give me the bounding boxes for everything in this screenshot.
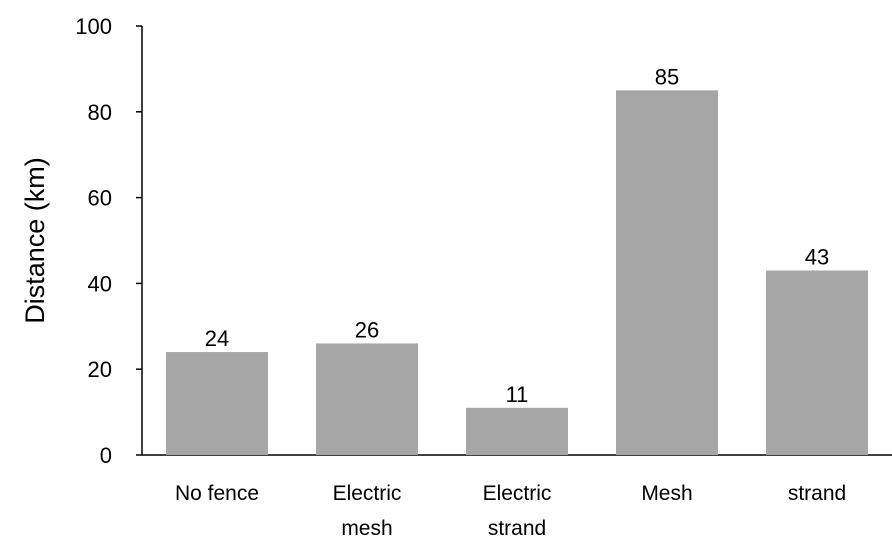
x-category-label: Electric [483, 482, 552, 505]
y-tick-label: 0 [100, 443, 112, 468]
data-label: 85 [655, 64, 679, 89]
chart-labels: 24 No fence 26 Electric mesh 11 Electric strand… [175, 64, 846, 540]
y-axis-title: Distance (km) [20, 157, 50, 324]
bar [466, 407, 568, 455]
data-label: 11 [506, 382, 529, 407]
bar [616, 90, 718, 455]
bar [166, 352, 268, 455]
bar [316, 343, 418, 455]
y-tick-label: 20 [88, 357, 112, 382]
chart-bars [166, 90, 868, 455]
data-label: 24 [205, 326, 229, 351]
x-category-label: mesh [341, 517, 392, 540]
data-label: 43 [805, 245, 829, 270]
x-category-label: Mesh [641, 482, 692, 505]
y-tick-label: 60 [88, 186, 112, 211]
y-tick-label: 80 [88, 100, 112, 125]
data-label: 26 [355, 317, 379, 342]
bar [766, 270, 868, 455]
x-category-label: strand [488, 517, 546, 540]
x-category-label: strand [788, 482, 846, 505]
x-category-label: Electric [333, 482, 402, 505]
y-tick-label: 40 [88, 271, 112, 296]
y-tick-label: 100 [75, 14, 112, 39]
x-category-label: No fence [175, 482, 259, 505]
